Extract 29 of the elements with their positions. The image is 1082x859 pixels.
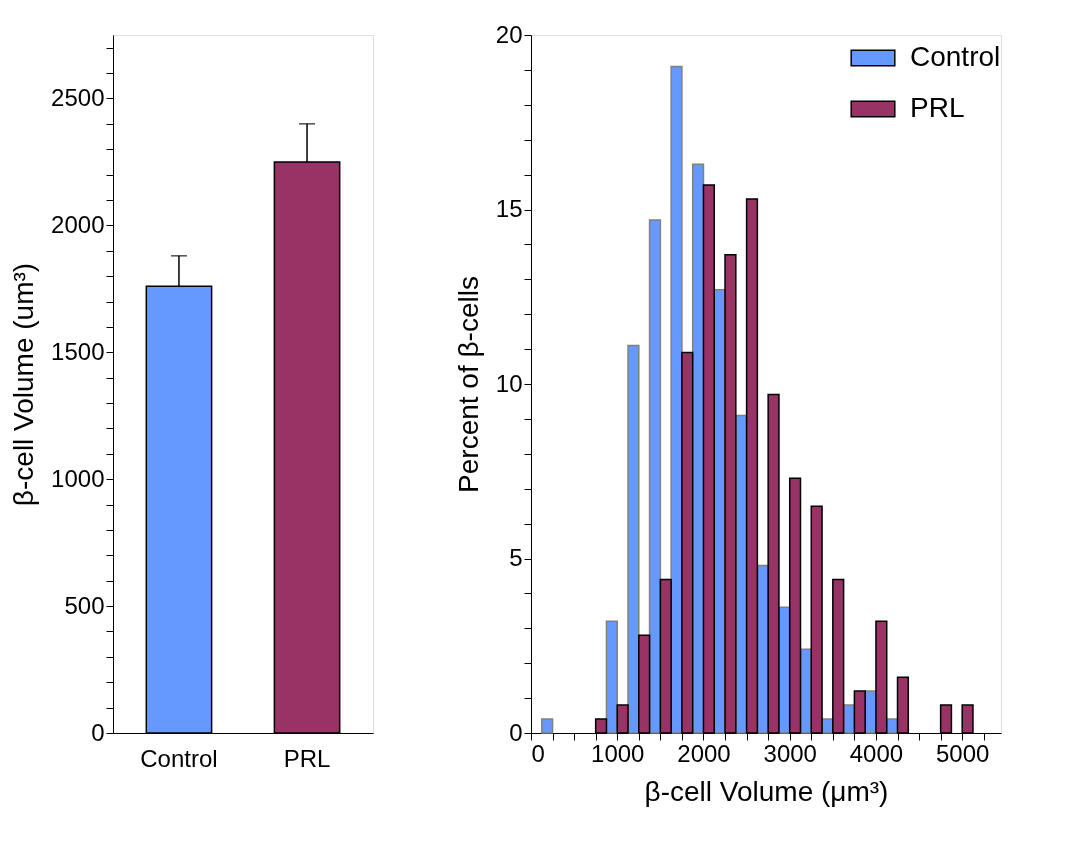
bar <box>670 65 683 734</box>
y-tick-label: 0 <box>91 718 105 746</box>
y-tick-label: 5 <box>509 544 523 571</box>
x-tick-label: 4000 <box>849 739 904 767</box>
x-tick-label: 3000 <box>763 739 817 767</box>
x-tick-label: 0 <box>531 739 545 767</box>
legend-label: PRL <box>910 92 965 123</box>
y-tick-label: 1000 <box>51 464 105 492</box>
x-tick-label: 5000 <box>936 739 990 767</box>
bar <box>605 620 618 734</box>
x-axis-title: β-cell Volume (μm³) <box>644 775 889 807</box>
bar <box>541 718 554 734</box>
y-tick-label: 0 <box>509 718 523 746</box>
y-tick-label: 10 <box>495 369 523 397</box>
bar <box>648 219 662 734</box>
x-tick-label: Control <box>140 744 218 772</box>
x-tick-label: 2000 <box>677 739 731 767</box>
y-tick-label: 2500 <box>51 83 105 111</box>
y-tick-label: 20 <box>495 20 523 48</box>
y-axis-title: β-cell Volume (um³) <box>8 262 40 507</box>
x-tick-label: 1000 <box>591 739 645 767</box>
x-tick-label: PRL <box>283 744 331 772</box>
y-axis-title: Percent of β-cells <box>452 276 484 493</box>
legend-label: Control <box>910 41 1001 72</box>
bar <box>627 344 640 734</box>
y-tick-label: 2000 <box>51 210 105 238</box>
y-tick-label: 1500 <box>51 337 105 365</box>
y-tick-label: 15 <box>495 195 523 222</box>
y-tick-label: 500 <box>64 591 105 619</box>
